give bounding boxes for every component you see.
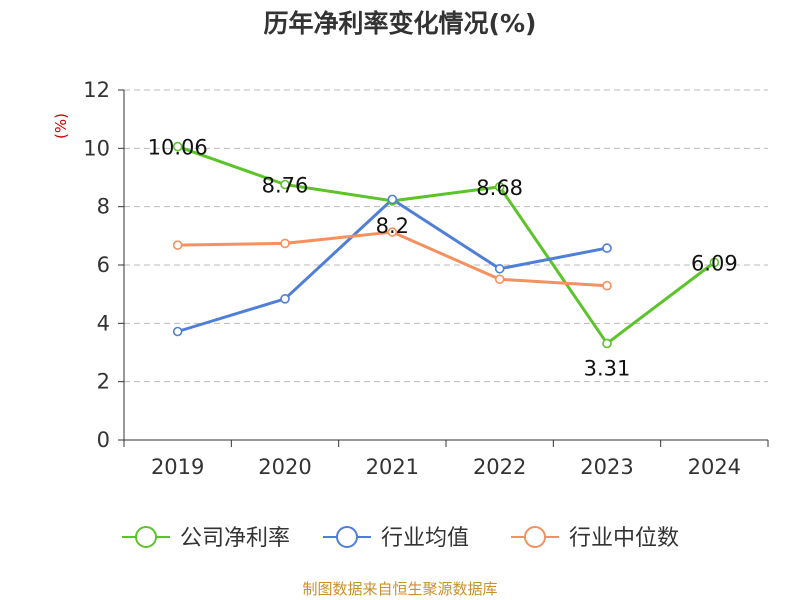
x-tick-label: 2021: [366, 455, 419, 479]
y-tick-label: 4: [97, 311, 110, 335]
legend: 公司净利率 行业均值 行业中位数: [122, 526, 679, 551]
data-point: [387, 227, 398, 237]
data-point: [280, 179, 290, 190]
data-point: [602, 280, 612, 291]
data-label: 3.31: [584, 356, 631, 380]
y-tick-label: 10: [83, 136, 110, 160]
y-tick-label: 8: [97, 195, 110, 219]
data-label: 8.2: [376, 214, 409, 238]
y-tick-label: 0: [97, 428, 110, 452]
y-axis-unit: (%): [52, 113, 70, 139]
series-line-2: [177, 230, 608, 288]
y-tick-label: 6: [97, 253, 110, 277]
x-tick-label: 2023: [580, 455, 633, 479]
data-label: 10.06: [148, 136, 208, 160]
legend-label: 行业中位数: [569, 526, 679, 551]
data-point: [602, 243, 612, 253]
data-point: [280, 294, 290, 304]
data-point: [172, 141, 183, 152]
series: [172, 141, 720, 349]
legend-label: 公司净利率: [180, 526, 290, 551]
data-point: [387, 194, 398, 205]
series-line-0: [177, 145, 716, 345]
data-point: [280, 238, 290, 249]
legend-label: 行业均值: [381, 526, 469, 551]
chart-title: 历年净利率变化情况(%): [263, 9, 537, 38]
axes: 0 2 4 6 8 10 12 (%) 2019 2020 2021 2022 2023 2024: [52, 78, 769, 479]
data-point: [494, 263, 505, 274]
legend-marker: [135, 526, 157, 548]
source-note: 制图数据来自恒生聚源数据库: [302, 580, 498, 598]
x-tick-label: 2022: [473, 455, 526, 479]
data-label: 6.09: [691, 251, 738, 275]
legend-marker: [524, 526, 546, 548]
y-tick-label: 12: [83, 78, 110, 102]
data-point: [602, 338, 612, 349]
data-point: [494, 182, 505, 192]
data-point: [494, 274, 505, 285]
data-point: [172, 326, 183, 337]
x-tick-label: 2020: [258, 455, 311, 479]
data-labels: 10.06 8.76 8.2 8.68 3.31 6.09: [148, 136, 738, 381]
y-tick-label: 2: [97, 370, 110, 394]
data-point: [709, 257, 720, 268]
x-tick-label: 2024: [688, 455, 741, 479]
data-point: [172, 240, 183, 250]
data-label: 8.76: [262, 174, 309, 198]
legend-marker: [336, 526, 358, 548]
data-label: 8.68: [476, 176, 523, 200]
grid-lines: [124, 89, 768, 383]
x-tick-label: 2019: [151, 455, 204, 479]
